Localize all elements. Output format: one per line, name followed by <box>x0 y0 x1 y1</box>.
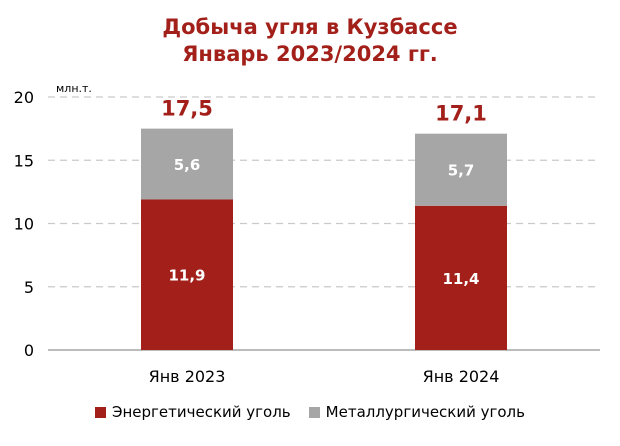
x-category-label: Янв 2024 <box>423 367 500 386</box>
bar-energy-coal <box>141 199 233 350</box>
y-tick-label: 5 <box>24 278 34 297</box>
bar-energy-coal <box>415 205 507 350</box>
bar-metallurgical-coal <box>141 128 233 200</box>
y-tick-label: 10 <box>14 215 34 234</box>
legend-swatch-metallurgical <box>308 406 320 418</box>
chart-title: Добыча угля в Кузбассе Январь 2023/2024 … <box>0 14 620 68</box>
bar-metallurgical-coal <box>415 133 507 206</box>
legend-item-energy: Энергетический уголь <box>95 403 291 421</box>
y-unit-label: млн.т. <box>56 82 92 95</box>
y-tick-label: 15 <box>14 151 34 170</box>
chart-title-line-1: Добыча угля в Кузбассе <box>162 15 458 39</box>
x-category-label: Янв 2023 <box>149 367 226 386</box>
data-label-energy-coal: 11,4 <box>442 270 479 288</box>
chart-title-line-2: Январь 2023/2024 гг. <box>182 42 438 66</box>
legend-label-energy: Энергетический уголь <box>112 403 291 421</box>
legend-swatch-energy <box>95 406 106 418</box>
total-label: 17,1 <box>435 102 487 126</box>
total-label: 17,5 <box>161 97 213 121</box>
data-label-metallurgical-coal: 5,6 <box>174 156 201 174</box>
legend: Энергетический уголь Металлургический уг… <box>0 403 620 421</box>
legend-label-metallurgical: Металлургический уголь <box>325 403 525 421</box>
y-tick-label: 0 <box>24 341 34 360</box>
legend-item-metallurgical: Металлургический уголь <box>308 403 525 421</box>
y-tick-label: 20 <box>14 88 34 107</box>
data-label-energy-coal: 11,9 <box>168 267 205 285</box>
data-label-metallurgical-coal: 5,7 <box>448 162 475 180</box>
